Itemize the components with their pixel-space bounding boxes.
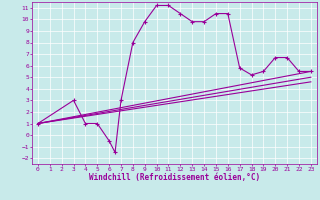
X-axis label: Windchill (Refroidissement éolien,°C): Windchill (Refroidissement éolien,°C) xyxy=(89,173,260,182)
